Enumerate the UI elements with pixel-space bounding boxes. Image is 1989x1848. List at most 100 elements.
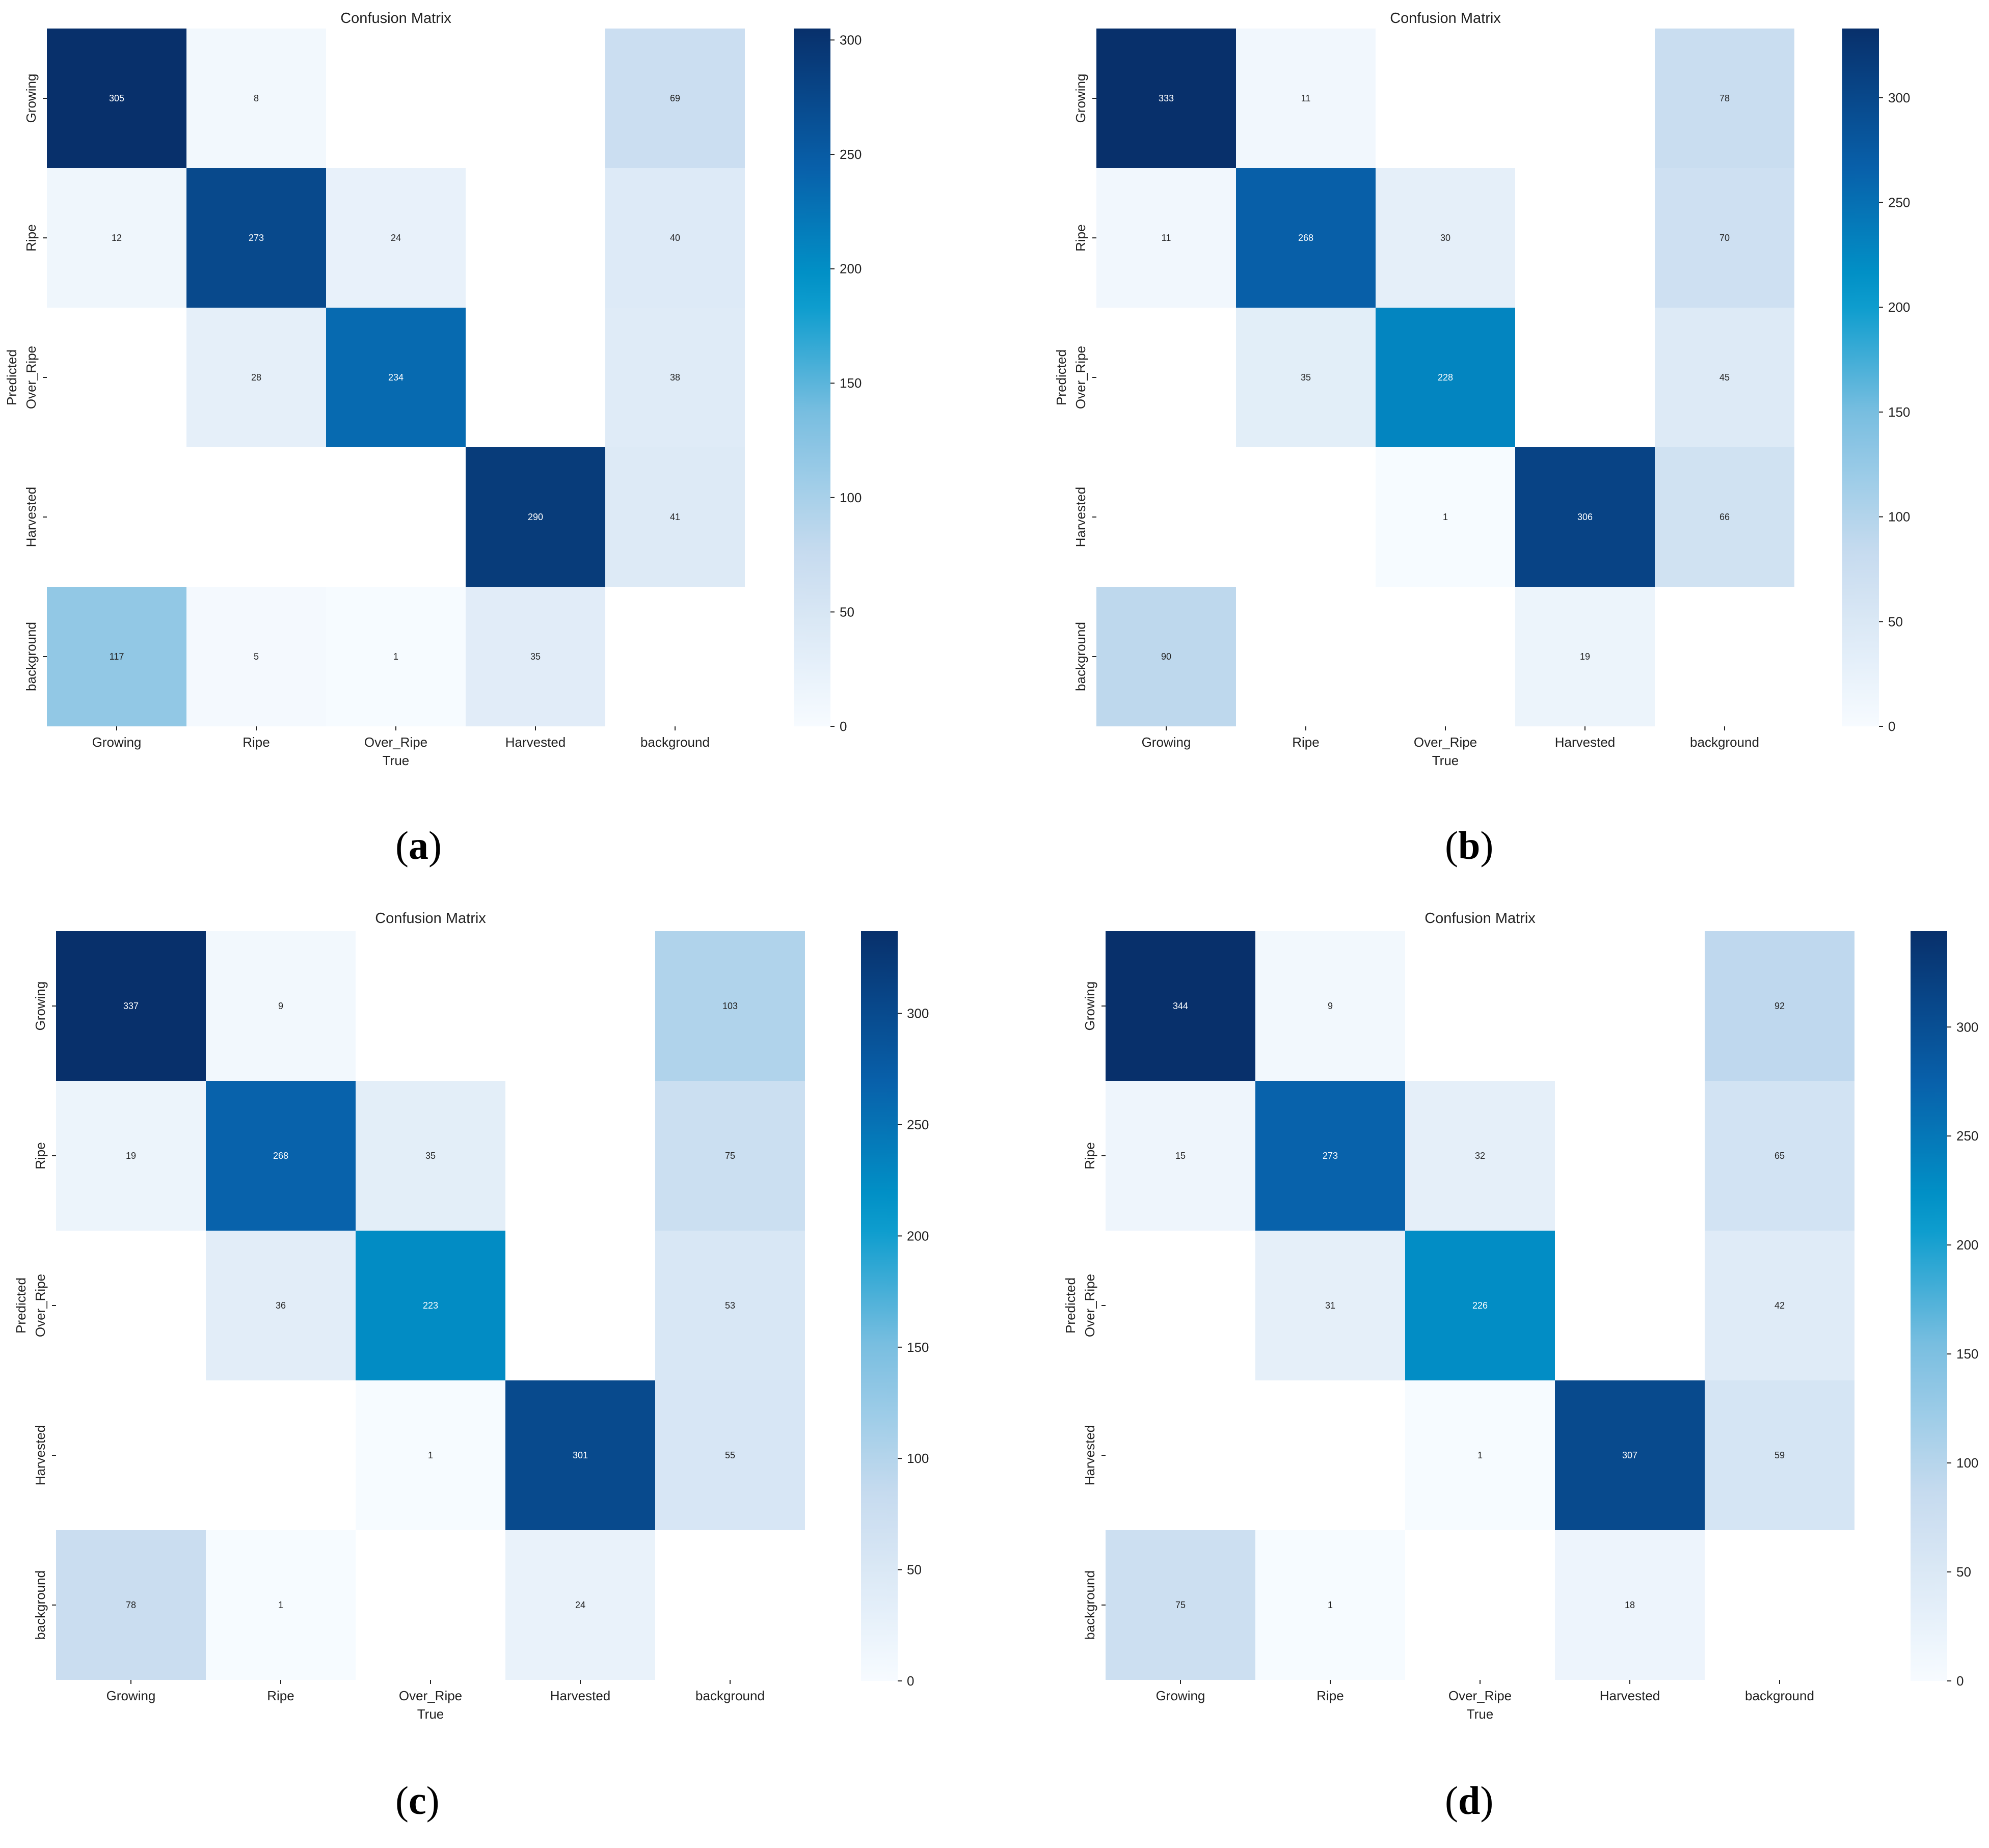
panel-b-cell-value-label: 11 [1301,93,1311,103]
panel-d-heatmap-cell [1705,1081,1854,1231]
panel-b-colorbar-tick-label: 100 [1888,509,1910,525]
panel-c-cell-value-label: 55 [725,1450,735,1460]
panel-d-colorbar-tick-label: 300 [1956,1019,1978,1035]
panel-c-heatmap-cell [206,1231,356,1380]
panel-a-heatmap-cell [326,308,466,447]
panel-b-heatmap-cell [1376,447,1515,587]
panel-c-y-tick-label: Over_Ripe [33,1274,48,1337]
panel-a-x-tick-label: Over_Ripe [364,735,427,750]
panel-b-x-axis-label: True [1432,753,1459,768]
panel-a-cell-value-label: 5 [254,651,259,662]
panel-b-colorbar-tick-label: 250 [1888,195,1910,210]
panel-c-heatmap-cell [356,1231,505,1380]
panel-a-colorbar [794,29,830,726]
panel-b-heatmap-cell [1515,447,1655,587]
panel-a-cell-value-label: 24 [391,233,401,243]
panel-c-heatmap-cell [206,931,356,1081]
panel-a-cell-value-label: 305 [109,93,124,103]
panel-b-y-tick-label: Ripe [1073,224,1088,251]
panel-c-cell-value-label: 337 [123,1001,139,1011]
panel-b-heatmap-cell [1655,447,1794,587]
panel-c-colorbar-tick-label: 300 [907,1006,929,1021]
panel-d-x-tick-label: Harvested [1600,1688,1660,1703]
panel-a-x-axis-label: True [383,753,410,768]
panel-caption-a: (a) [395,823,442,867]
panel-a-cell-value-label: 8 [254,93,259,103]
panel-c-y-tick-label: Harvested [33,1425,48,1486]
panel-c-x-tick-label: Ripe [267,1688,294,1703]
panel-a-x-tick-label: background [640,735,710,750]
panel-d-colorbar-tick-label: 200 [1956,1237,1978,1253]
panel-d-colorbar-tick-label: 50 [1956,1564,1971,1580]
panel-c-heatmap-cell [655,1081,805,1231]
panel-b-colorbar-tick-label: 200 [1888,300,1910,315]
panel-c-cell-value-label: 24 [575,1600,585,1610]
panel-d-cell-value-label: 92 [1775,1001,1785,1011]
panel-c-cell-value-label: 35 [425,1151,436,1161]
panel-b-heatmap-cell [1096,29,1236,168]
panel-b-heatmap-cell [1096,168,1236,308]
panel-b-x-tick-label: Growing [1142,735,1191,750]
panel-a-heatmap-cell [326,587,466,726]
panel-c-cell-value-label: 9 [278,1001,283,1011]
panel-b-heatmap-cell [1236,29,1376,168]
panel-d-heatmap-cell [1705,1380,1854,1530]
panel-c-x-axis-label: True [417,1706,444,1722]
panel-c-colorbar-tick-label: 250 [907,1117,929,1132]
panel-c-cell-value-label: 53 [725,1300,735,1311]
panel-a-heatmap-cell [47,168,186,308]
panel-a-cell-value-label: 290 [528,512,543,522]
panel-d-cell-value-label: 273 [1323,1151,1338,1161]
panel-b-y-axis-label: Predicted [1054,349,1069,405]
panel-d-x-tick-label: background [1745,1688,1814,1703]
panel-b-y-tick-label: Growing [1073,74,1088,123]
panel-b-cell-value-label: 1 [1443,512,1448,522]
panel-c-y-tick-label: Ripe [33,1142,48,1169]
panel-c-heatmap-cell [206,1530,356,1680]
panel-b-cell-value-label: 45 [1719,372,1730,383]
panel-a-heatmap-cell [605,168,745,308]
panel-a-y-tick-label: Over_Ripe [23,346,39,409]
panel-c-heatmap-cell [56,1081,206,1231]
panel-d-heatmap-cell [1555,1530,1705,1680]
panel-c-cell-value-label: 223 [423,1300,438,1311]
panel-b-cell-value-label: 70 [1719,233,1730,243]
panel-a-cell-value-label: 38 [670,372,680,383]
panel-c-cell-value-label: 78 [126,1600,136,1610]
panel-d-cell-value-label: 226 [1472,1300,1488,1311]
panel-b-colorbar [1842,29,1879,726]
panel-b-cell-value-label: 306 [1577,512,1593,522]
panel-d-y-tick-label: Over_Ripe [1082,1274,1097,1337]
panel-c-cell-value-label: 75 [725,1151,735,1161]
panel-a-colorbar-tick-label: 50 [840,604,854,619]
panel-c-cell-value-label: 103 [722,1001,738,1011]
panel-d-colorbar-tick-label: 0 [1956,1673,1964,1689]
panel-c-heatmap-cell [56,931,206,1081]
panel-d-colorbar [1911,931,1947,1681]
panel-d-heatmap-cell [1106,931,1255,1081]
panel-d-heatmap-cell [1405,1380,1555,1530]
panel-b-heatmap-cell [1655,168,1794,308]
panel-c-heatmap-cell [655,1231,805,1380]
panel-d-y-tick-label: Growing [1082,982,1097,1031]
panel-d-x-axis-label: True [1467,1706,1494,1722]
panel-a-heatmap-cell [186,29,326,168]
panel-a-colorbar-tick-label: 0 [840,719,847,734]
panel-a-chart-title: Confusion Matrix [340,10,451,26]
panel-b-cell-value-label: 11 [1162,233,1171,243]
panel-c-cell-value-label: 19 [126,1151,136,1161]
panel-a-cell-value-label: 40 [670,233,680,243]
panel-d-cell-value-label: 31 [1325,1300,1335,1311]
panel-d-heatmap-cell [1405,1081,1555,1231]
panel-a-colorbar-tick-label: 150 [840,375,862,391]
panel-caption-c: (c) [395,1778,440,1823]
panel-b-cell-value-label: 228 [1438,372,1453,383]
panel-d-heatmap-cell [1106,1530,1255,1680]
panel-b-heatmap-cell [1655,308,1794,447]
panel-c-x-tick-label: background [695,1688,765,1703]
panel-a-colorbar-tick-label: 300 [840,32,862,47]
